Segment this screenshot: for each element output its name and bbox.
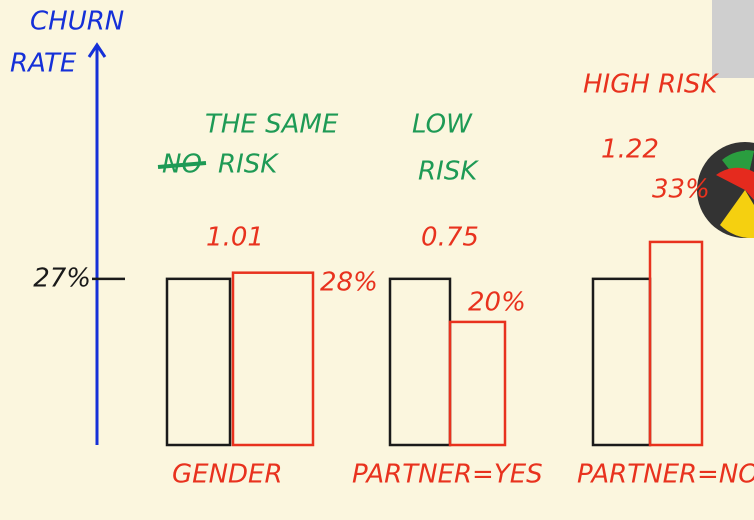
color-wheel: [697, 142, 754, 239]
bar: [648, 240, 704, 447]
bar: [448, 320, 507, 447]
y-axis-label: RATE: [10, 49, 77, 79]
bar: [231, 271, 315, 447]
category-label: GENDER: [172, 460, 283, 490]
risk-label: RISK: [218, 150, 279, 180]
risk-label: RISK: [418, 157, 479, 187]
risk-label: HIGH RISK: [583, 70, 719, 100]
category-label: PARTNER=NO: [577, 460, 754, 490]
bar: [165, 277, 232, 447]
ratio-label: 0.75: [421, 223, 479, 253]
value-label: 33%: [652, 175, 710, 205]
y-axis-arrow: [87, 42, 107, 58]
y-tick-label: 27%: [33, 263, 91, 293]
risk-label: THE SAME: [205, 110, 339, 140]
strike-through: [157, 161, 207, 169]
y-axis-label: CHURN: [30, 7, 124, 37]
webcam-thumbnail: [712, 0, 754, 78]
ratio-label: 1.01: [206, 223, 264, 253]
ratio-label: 1.22: [601, 135, 659, 165]
risk-label: LOW: [412, 110, 473, 140]
value-label: 20%: [468, 288, 526, 318]
value-label: 28%: [320, 268, 378, 298]
category-label: PARTNER=YES: [352, 460, 543, 490]
